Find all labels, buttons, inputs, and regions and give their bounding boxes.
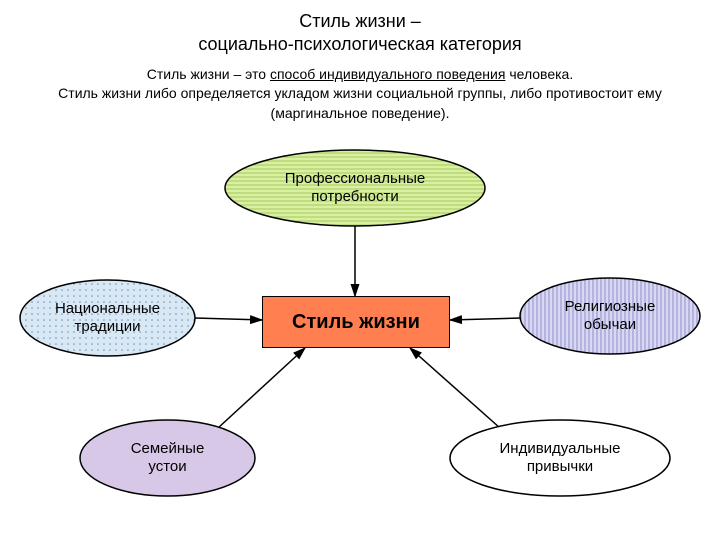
sub-post: человека. — [505, 66, 573, 82]
page-title: Стиль жизни – социально-психологическая … — [0, 0, 720, 57]
node-ind: Индивидуальныепривычки — [450, 420, 670, 496]
sub-pre: Стиль жизни – это — [147, 66, 270, 82]
title-line2: социально-психологическая категория — [198, 34, 521, 54]
center-node: Стиль жизни — [262, 296, 450, 348]
node-rel: Религиозныеобычаи — [520, 278, 700, 354]
sub-line2: Стиль жизни либо определяется укладом жи… — [58, 85, 662, 121]
node-fam: Семейныеустои — [80, 420, 255, 496]
node-prof: Профессиональныепотребности — [225, 150, 485, 226]
subtitle-block: Стиль жизни – это способ индивидуального… — [0, 57, 720, 124]
node-nat: Национальныетрадиции — [20, 280, 195, 356]
sub-under: способ индивидуального поведения — [270, 66, 505, 82]
title-line1: Стиль жизни – — [299, 11, 421, 31]
